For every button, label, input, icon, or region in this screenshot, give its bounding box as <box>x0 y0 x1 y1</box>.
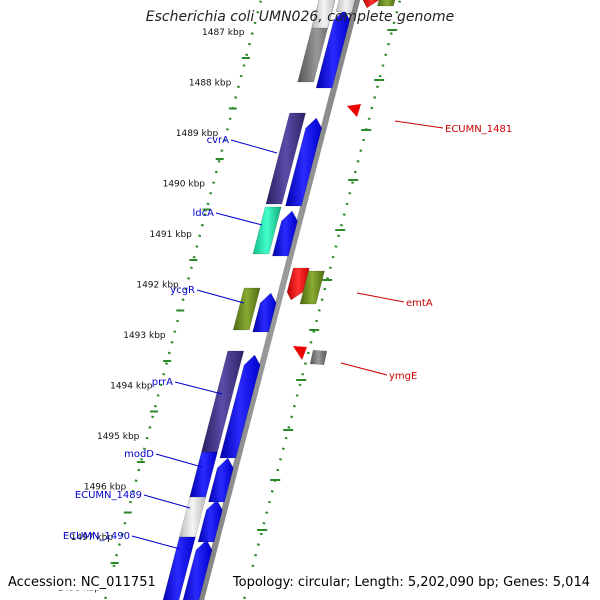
emtA-feature <box>299 270 325 305</box>
ldcA-feature <box>252 206 282 255</box>
forward-cds <box>197 499 223 543</box>
gene-label-ECUMN_1481: ECUMN_1481 <box>445 124 512 135</box>
guide-inner-left <box>103 0 263 600</box>
leader-line <box>131 535 181 550</box>
forward-cds <box>272 210 298 257</box>
leader-line <box>340 362 388 376</box>
accession-label: Accession: NC_011751 <box>8 575 160 590</box>
forward-cds <box>219 354 261 459</box>
topology-label: Topology: circular; Length: 5,202,090 bp… <box>228 575 590 590</box>
ECUMN_1490-feature <box>162 536 196 600</box>
gene-label-ycgR: ycgR <box>170 285 195 296</box>
ECUMN_1481-reverse-cds <box>347 104 361 117</box>
light-feature <box>335 0 356 13</box>
modD-feature <box>189 451 218 499</box>
gene-label-ECUMN_1489: ECUMN_1489 <box>75 490 142 501</box>
gene-labels: cvrA ldcA ycgR prrA modD ECUMN_1489 ECUMN_1490… <box>63 120 512 550</box>
leader-line <box>174 381 223 395</box>
tick-label: 1494 kbp <box>110 382 153 392</box>
olive-feature-top <box>377 0 396 7</box>
light-feature <box>311 0 336 29</box>
genome-backbone-shade <box>197 0 361 600</box>
genome-title: Escherichia coli UMN026, complete genome <box>145 9 455 25</box>
tick-label: 1490 kbp <box>163 180 206 190</box>
tick-label: 1495 kbp <box>97 432 140 442</box>
tick-label: 1493 kbp <box>123 331 166 341</box>
ycgR-feature <box>232 287 261 331</box>
tick-label: 1489 kbp <box>176 129 219 139</box>
leader-line <box>196 289 245 304</box>
tick-label: 1487 kbp <box>202 28 245 38</box>
forward-cds <box>285 117 322 207</box>
gene-features <box>162 0 396 600</box>
gene-label-emtA: emtA <box>406 298 433 309</box>
forward-cds <box>208 457 234 503</box>
forward-cds <box>182 539 213 600</box>
genome-backbone <box>197 0 361 600</box>
gene-label-ECUMN_1490: ECUMN_1490 <box>63 531 130 542</box>
ymgE-reverse-cds <box>293 346 307 360</box>
tick-label: 1488 kbp <box>189 79 232 89</box>
tick-label: 1497 kbp <box>71 533 114 543</box>
forward-cds <box>252 292 277 333</box>
leader-line <box>215 212 263 226</box>
tick-label: 1492 kbp <box>136 281 179 291</box>
leader-line <box>356 292 405 303</box>
reverse-cds-top <box>362 0 380 9</box>
gene-label-cvrA: cvrA <box>207 135 230 146</box>
leader-line <box>143 494 191 509</box>
leader-line <box>230 139 278 154</box>
tick-label: 1496 kbp <box>84 483 127 493</box>
guide-outer-right <box>242 0 402 600</box>
gene-label-modD: modD <box>124 449 154 460</box>
leader-line <box>394 120 444 129</box>
leader-line <box>155 453 203 468</box>
gene-label-ymgE: ymgE <box>389 371 417 382</box>
gene-label-prrA: prrA <box>152 377 173 388</box>
cvrA-feature <box>265 112 306 205</box>
emtA-reverse-cds <box>286 267 310 301</box>
tick-label: 1491 kbp <box>149 230 192 240</box>
gene-label-ldcA: ldcA <box>193 208 215 219</box>
ymgE-feature <box>310 350 327 365</box>
